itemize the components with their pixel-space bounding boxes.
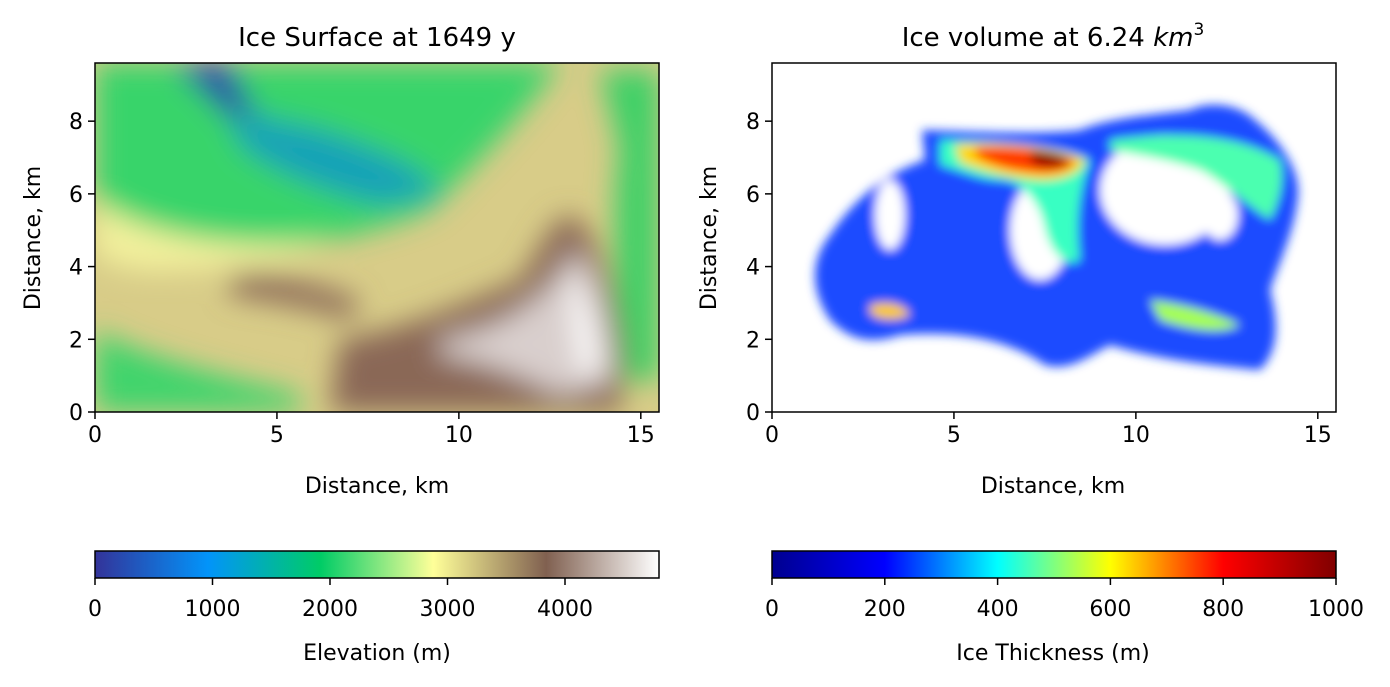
ice-thickness-colorbar	[771, 550, 1337, 579]
colorbar-tick-label: 200	[864, 597, 906, 622]
elevation-map	[95, 63, 659, 412]
x-tick-label: 5	[947, 423, 961, 448]
ice-thickness-title: Ice volume at 6.24 km3	[902, 20, 1205, 53]
x-tick-label: 0	[88, 423, 102, 448]
x-tick-label: 0	[765, 423, 779, 448]
y-tick-label: 8	[69, 110, 83, 135]
colorbar-tick-label: 0	[765, 597, 779, 622]
ice-thickness-panel: Ice volume at 6.24 km3	[697, 20, 1364, 666]
y-tick-label: 0	[69, 401, 83, 426]
ice-thickness-ylabel: Distance, km	[697, 166, 722, 310]
x-tick-label: 15	[1304, 423, 1332, 448]
x-tick-label: 5	[270, 423, 284, 448]
x-tick-label: 10	[1122, 423, 1150, 448]
x-tick-label: 10	[445, 423, 473, 448]
ice-thickness-title-text: Ice volume at 6.24	[902, 23, 1153, 53]
x-tick-label: 15	[627, 423, 655, 448]
elevation-colorbar	[94, 550, 660, 579]
elevation-xlabel: Distance, km	[305, 474, 449, 499]
ice-thickness-title-unit: km	[1153, 23, 1193, 53]
ice-thickness-title-exponent: 3	[1193, 20, 1204, 40]
colorbar-tick-label: 3000	[420, 597, 476, 622]
elevation-axes: 0 5 10 15 0 2 4 6 8	[69, 110, 655, 448]
ice-thickness-xlabel: Distance, km	[981, 474, 1125, 499]
colorbar-tick-label: 1000	[185, 597, 241, 622]
y-tick-label: 8	[746, 110, 760, 135]
colorbar-tick-label: 2000	[302, 597, 358, 622]
y-tick-label: 2	[69, 328, 83, 353]
ice-thickness-axes: 0 5 10 15 0 2 4 6 8	[746, 110, 1332, 448]
y-tick-label: 4	[746, 256, 760, 281]
y-tick-label: 6	[69, 183, 83, 208]
ice-thickness-map	[772, 63, 1336, 412]
y-tick-label: 0	[746, 401, 760, 426]
ice-thickness-colorbar-label: Ice Thickness (m)	[956, 641, 1149, 666]
colorbar-tick-label: 4000	[537, 597, 593, 622]
elevation-colorbar-label: Elevation (m)	[303, 641, 451, 666]
elevation-colorbar-ticks: 0 1000 2000 3000 4000	[88, 578, 593, 622]
colorbar-tick-label: 1000	[1308, 597, 1364, 622]
colorbar-tick-label: 400	[977, 597, 1019, 622]
y-tick-label: 4	[69, 256, 83, 281]
elevation-title: Ice Surface at 1649 y	[238, 23, 516, 53]
colorbar-tick-label: 800	[1202, 597, 1244, 622]
ice-thickness-colorbar-ticks: 0 200 400 600 800 1000	[765, 578, 1364, 622]
y-tick-label: 2	[746, 328, 760, 353]
elevation-panel: Ice Surface at 1649 y 0	[21, 23, 660, 666]
colorbar-tick-label: 0	[88, 597, 102, 622]
colorbar-tick-label: 600	[1089, 597, 1131, 622]
y-tick-label: 6	[746, 183, 760, 208]
elevation-ylabel: Distance, km	[21, 166, 46, 310]
